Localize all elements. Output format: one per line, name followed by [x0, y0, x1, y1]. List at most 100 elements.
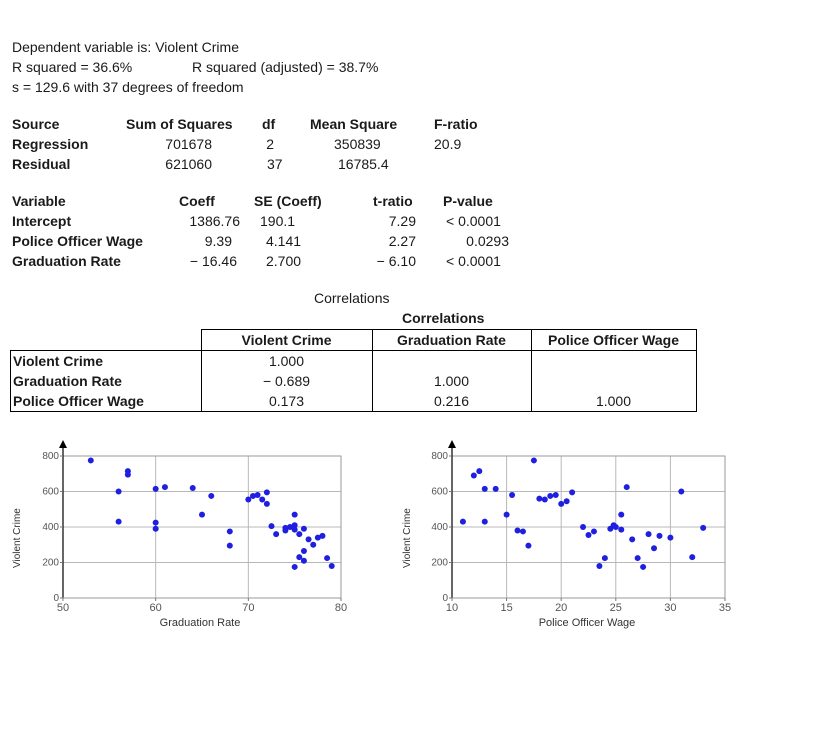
s-degrees-of-freedom: s = 129.6 with 37 degrees of freedom [12, 79, 244, 95]
scatter-point [569, 489, 576, 496]
x-tick-label: 25 [610, 602, 622, 614]
r-squared: R squared = 36.6% [12, 59, 133, 75]
scatter-point [87, 457, 94, 464]
scatter-point [558, 500, 565, 507]
coef-header-t: t-ratio [373, 193, 413, 209]
scatter-point [530, 457, 537, 464]
x-tick-label: 30 [664, 602, 676, 614]
scatter-point [700, 524, 707, 531]
coef-row-variable: Intercept [12, 213, 72, 229]
corr-row-label: Violent Crime [10, 350, 201, 371]
coef-header-coeff: Coeff [179, 193, 215, 209]
anova-header-f: F-ratio [434, 116, 478, 132]
x-tick-label: 70 [242, 602, 254, 614]
scatter-point [645, 531, 652, 538]
scatter-point [514, 527, 521, 534]
y-tick-label: 400 [42, 522, 59, 533]
anova-row-source: Regression [12, 136, 89, 152]
scatter-plot-graduation-rate: 0 200 400 600 800 50 60 70 80 [42, 440, 347, 614]
coef-row-coeff: − 16.46 [189, 253, 237, 269]
plot-y-axis-label: Violent Crime [12, 508, 23, 568]
scatter-point [291, 522, 298, 529]
scatter-point [268, 523, 275, 530]
scatter-point [291, 511, 298, 518]
scatter-point [282, 524, 289, 531]
scatter-point [263, 489, 270, 496]
scatter-point [470, 472, 477, 479]
scatter-point [689, 554, 696, 561]
coef-row-t: 2.27 [388, 233, 416, 249]
corr-cell: 1.000 [200, 350, 373, 371]
scatter-point [634, 555, 641, 562]
scatter-point [291, 563, 298, 570]
scatter-point [525, 542, 532, 549]
corr-col-header: Violent Crime [200, 329, 373, 351]
scatter-point [254, 492, 261, 499]
plot-y-axis-label: Violent Crime [402, 508, 413, 568]
coef-row-p: < 0.0001 [446, 213, 501, 229]
y-axis-arrow [448, 440, 456, 448]
scatter-point [585, 531, 592, 538]
scatter-point [541, 496, 548, 503]
scatter-point [552, 492, 559, 499]
scatter-point [115, 518, 122, 525]
anova-row-f: 20.9 [434, 136, 462, 152]
coef-row-t: − 6.10 [376, 253, 416, 269]
scatter-point [226, 542, 233, 549]
x-tick-label: 60 [150, 602, 162, 614]
coef-header-variable: Variable [12, 193, 66, 209]
scatter-point [115, 488, 122, 495]
corr-row-label: Graduation Rate [10, 371, 201, 391]
scatter-point [273, 531, 280, 538]
coef-row-se: 190.1 [260, 213, 296, 229]
scatter-point [481, 485, 488, 492]
corr-cell: 0.216 [372, 391, 532, 412]
scatter-point [610, 522, 617, 529]
scatter-point [601, 555, 608, 562]
scatter-point [291, 526, 298, 533]
scatter-point [324, 555, 331, 562]
scatter-point [226, 528, 233, 535]
scatter-point [618, 526, 625, 533]
corr-cell: 1.000 [531, 391, 697, 412]
x-tick-label: 10 [446, 602, 458, 614]
coef-row-variable: Graduation Rate [12, 253, 121, 269]
scatter-point [208, 492, 215, 499]
scatter-point [618, 511, 625, 518]
plot-x-axis-label: Graduation Rate [159, 617, 241, 629]
scatter-point [152, 525, 159, 532]
x-tick-label: 35 [719, 602, 731, 614]
scatter-point [519, 528, 526, 535]
scatter-point [590, 528, 597, 535]
corr-cell [372, 350, 532, 371]
coef-row-coeff: 9.39 [204, 233, 232, 249]
corr-cell: 1.000 [372, 371, 532, 391]
x-tick-label: 50 [57, 602, 69, 614]
coef-header-p: P-value [443, 193, 493, 209]
scatter-point [667, 534, 674, 541]
coef-row-p: < 0.0001 [446, 253, 501, 269]
coef-row-variable: Police Officer Wage [12, 233, 143, 249]
scatter-point [476, 468, 483, 475]
scatter-point [623, 484, 630, 491]
x-tick-label: 15 [500, 602, 512, 614]
scatter-point [492, 485, 499, 492]
scatter-point [300, 547, 307, 554]
scatter-point [563, 498, 570, 505]
y-tick-label: 400 [431, 522, 448, 533]
scatter-point [310, 541, 317, 548]
scatter-point [319, 532, 326, 539]
scatter-point [640, 563, 647, 570]
scatter-point [314, 534, 321, 541]
scatter-point [152, 485, 159, 492]
anova-row-df: 37 [267, 156, 283, 172]
scatter-point [152, 519, 159, 526]
scatter-point [263, 500, 270, 507]
scatter-point [651, 545, 658, 552]
corr-cell [531, 371, 697, 391]
scatter-point [124, 471, 131, 478]
scatter-point [509, 492, 516, 499]
x-tick-label: 80 [335, 602, 347, 614]
scatter-point [459, 518, 466, 525]
scatter-point [249, 492, 256, 499]
